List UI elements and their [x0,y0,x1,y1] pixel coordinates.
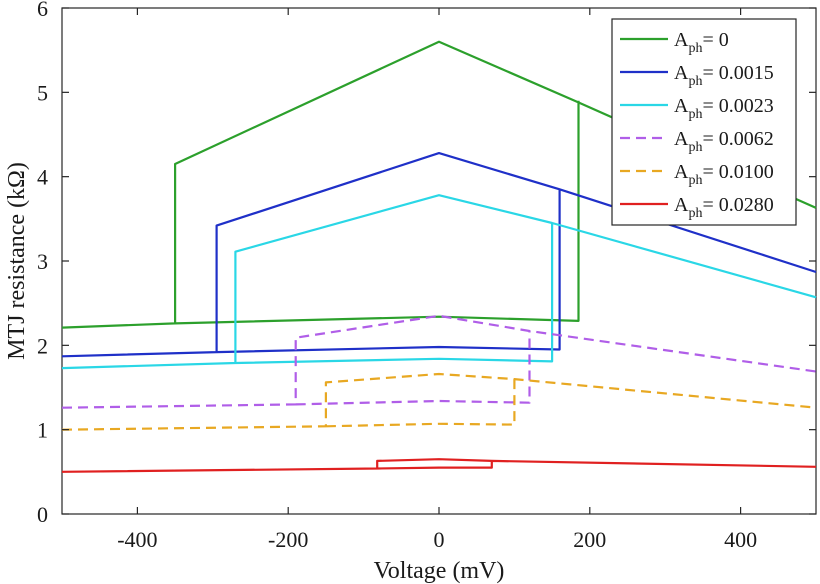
legend-entry: Aph= 0 [674,29,729,56]
x-tick-label: 200 [573,527,606,552]
y-tick-label: 2 [37,333,48,358]
series-line-3 [61,194,817,370]
x-tick-label: 0 [434,527,445,552]
y-tick-label: 1 [37,418,48,443]
legend-entry: Aph= 0.0015 [674,62,774,89]
series-line-5 [61,372,817,431]
series-line-6 [61,458,817,473]
y-tick-label: 0 [37,502,48,527]
legend-box [611,18,797,226]
y-tick-label: 3 [37,249,48,274]
y-tick-label: 6 [37,0,48,21]
series-line-4 [61,314,817,409]
legend-entry: Aph= 0.0280 [674,194,774,221]
x-axis-label: Voltage (mV) [374,558,505,584]
x-tick-label: -200 [268,527,308,552]
y-tick-label: 5 [37,80,48,105]
legend: Aph= 0 Aph= 0.0015 Aph= 0.0023 Aph= 0.0062 A… [611,18,797,226]
legend-entry: Aph= 0.0100 [674,161,774,188]
x-tick-label: -400 [117,527,157,552]
y-tick-label: 4 [37,165,48,190]
legend-entry: Aph= 0.0023 [674,95,774,122]
ticks-layer: -400 -200 0 200 400 0 1 2 3 4 5 6 [37,0,816,552]
legend-entry: Aph= 0.0062 [674,128,774,155]
y-axis-label: MTJ resistance (kΩ) [4,162,30,360]
x-tick-label: 400 [724,527,757,552]
series-line-2 [61,152,817,358]
